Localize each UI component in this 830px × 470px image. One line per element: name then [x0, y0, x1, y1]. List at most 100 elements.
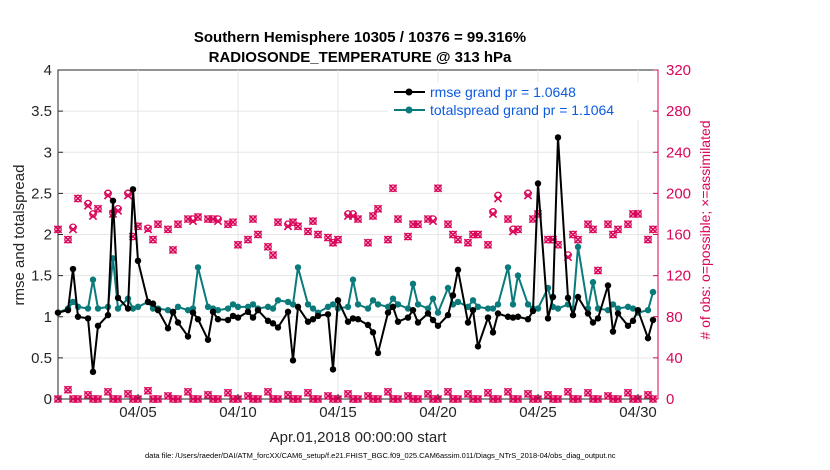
rmse-point: [584, 310, 592, 317]
rmse-point: [89, 368, 97, 376]
rmse-point: [524, 316, 532, 323]
obs-possible-point: [184, 387, 192, 396]
rmse-point: [424, 310, 432, 317]
obs-possible-point: [354, 215, 362, 223]
spread-point: [114, 305, 122, 312]
obs-possible-point: [369, 212, 377, 220]
spread-point: [434, 309, 442, 316]
obs-possible-point: [429, 395, 437, 403]
rmse-point: [629, 317, 637, 325]
rmse-point: [644, 334, 652, 342]
rmse-point: [304, 318, 312, 325]
rmse-point: [544, 315, 552, 322]
obs-possible-point: [644, 391, 652, 399]
rmse-point: [609, 328, 617, 335]
spread-point: [624, 303, 632, 311]
rmse-point: [289, 357, 297, 364]
obs-possible-point: [304, 388, 312, 397]
obs-assimilated-point: [223, 388, 233, 397]
obs-possible-point: [154, 220, 162, 229]
chart-title-line2: RADIOSONDE_TEMPERATURE @ 313 hPa: [209, 49, 512, 66]
obs-possible-point: [549, 395, 557, 403]
obs-possible-point: [274, 395, 282, 403]
obs-possible-point: [449, 395, 457, 403]
spread-point: [214, 306, 222, 314]
obs-assimilated-point: [53, 225, 63, 234]
spread-point: [164, 306, 172, 314]
spread-point: [589, 279, 597, 286]
obs-possible-point: [394, 395, 402, 403]
rmse-point: [384, 309, 392, 316]
rmse-point: [434, 322, 442, 329]
rmse-point: [389, 303, 397, 311]
spread-point: [134, 303, 142, 311]
rmse-point: [209, 308, 217, 316]
x-axis-ticks: 04/05 04/10 04/15 04/20 04/25 04/30: [119, 394, 657, 421]
rmse-point: [374, 349, 382, 357]
obs-possible-point: [309, 217, 317, 225]
rmse-point: [324, 311, 332, 318]
obs-assimilated-point: [303, 388, 313, 397]
rmse-point: [169, 308, 177, 316]
obs-possible-point: [569, 230, 577, 239]
spread-point: [489, 305, 497, 312]
rmse-point: [429, 316, 437, 324]
rmse-point: [134, 257, 142, 265]
obs-assimilated-point: [473, 394, 483, 404]
obs-assimilated-point: [613, 225, 623, 234]
rmse-point: [264, 317, 272, 325]
obs-assimilated-point: [253, 230, 263, 239]
obs-assimilated-point: [113, 206, 123, 216]
spread-point: [284, 298, 292, 306]
rmse-point: [534, 180, 542, 187]
obs-possible-point: [424, 390, 432, 398]
rmse-point: [229, 312, 237, 320]
y-tick-label: 4: [44, 62, 52, 79]
obs-assimilated-point: [253, 394, 263, 404]
obs-possible-point: [164, 225, 172, 234]
spread-point: [524, 301, 532, 308]
rmse-point: [114, 294, 122, 302]
obs-possible-point: [604, 220, 612, 229]
obs-assimilated-point: [393, 394, 403, 404]
obs-possible-point: [144, 386, 152, 395]
obs-possible-point: [104, 387, 112, 396]
obs-possible-point: [364, 238, 372, 247]
y2-tick-label: 240: [666, 144, 691, 161]
obs-possible-point: [294, 395, 302, 403]
obs-assimilated-point: [633, 209, 643, 219]
obs-assimilated-point: [153, 394, 163, 404]
y-tick-label: 2.5: [31, 185, 52, 202]
rmse-point: [624, 322, 632, 329]
rmse-point: [449, 292, 457, 299]
obs-assimilated-point: [103, 191, 113, 200]
y-tick-label: 3: [44, 144, 52, 161]
obs-possible-point: [469, 230, 477, 239]
y2-axis-label: # of obs: o=possible; ×=assimilated: [697, 120, 713, 339]
legend-rmse-marker: [405, 88, 413, 96]
rmse-point: [474, 343, 482, 350]
obs-possible-point: [229, 218, 237, 227]
obs-assimilated-point: [333, 235, 343, 244]
rmse-point: [144, 298, 152, 306]
obs-assimilated-point: [293, 222, 303, 231]
rmse-point: [129, 186, 137, 193]
obs-assimilated-point: [243, 235, 253, 244]
obs-possible-point: [329, 395, 337, 403]
obs-assimilated-point: [293, 394, 303, 404]
legend-spread-label: totalspread grand pr = 1.1064: [430, 102, 614, 118]
rmse-point: [344, 318, 352, 325]
obs-possible-point: [489, 395, 497, 403]
obs-possible-point: [624, 220, 632, 229]
rmse-point: [394, 318, 402, 325]
obs-possible-point: [524, 390, 532, 398]
obs-assimilated-point: [63, 235, 73, 244]
obs-assimilated-point: [583, 388, 593, 397]
spread-point: [574, 243, 582, 251]
spread-point: [424, 305, 432, 312]
obs-assimilated-point: [573, 235, 583, 244]
obs-possible-point: [204, 215, 212, 223]
obs-possible-point: [444, 387, 452, 396]
obs-assimilated-point: [383, 235, 393, 244]
